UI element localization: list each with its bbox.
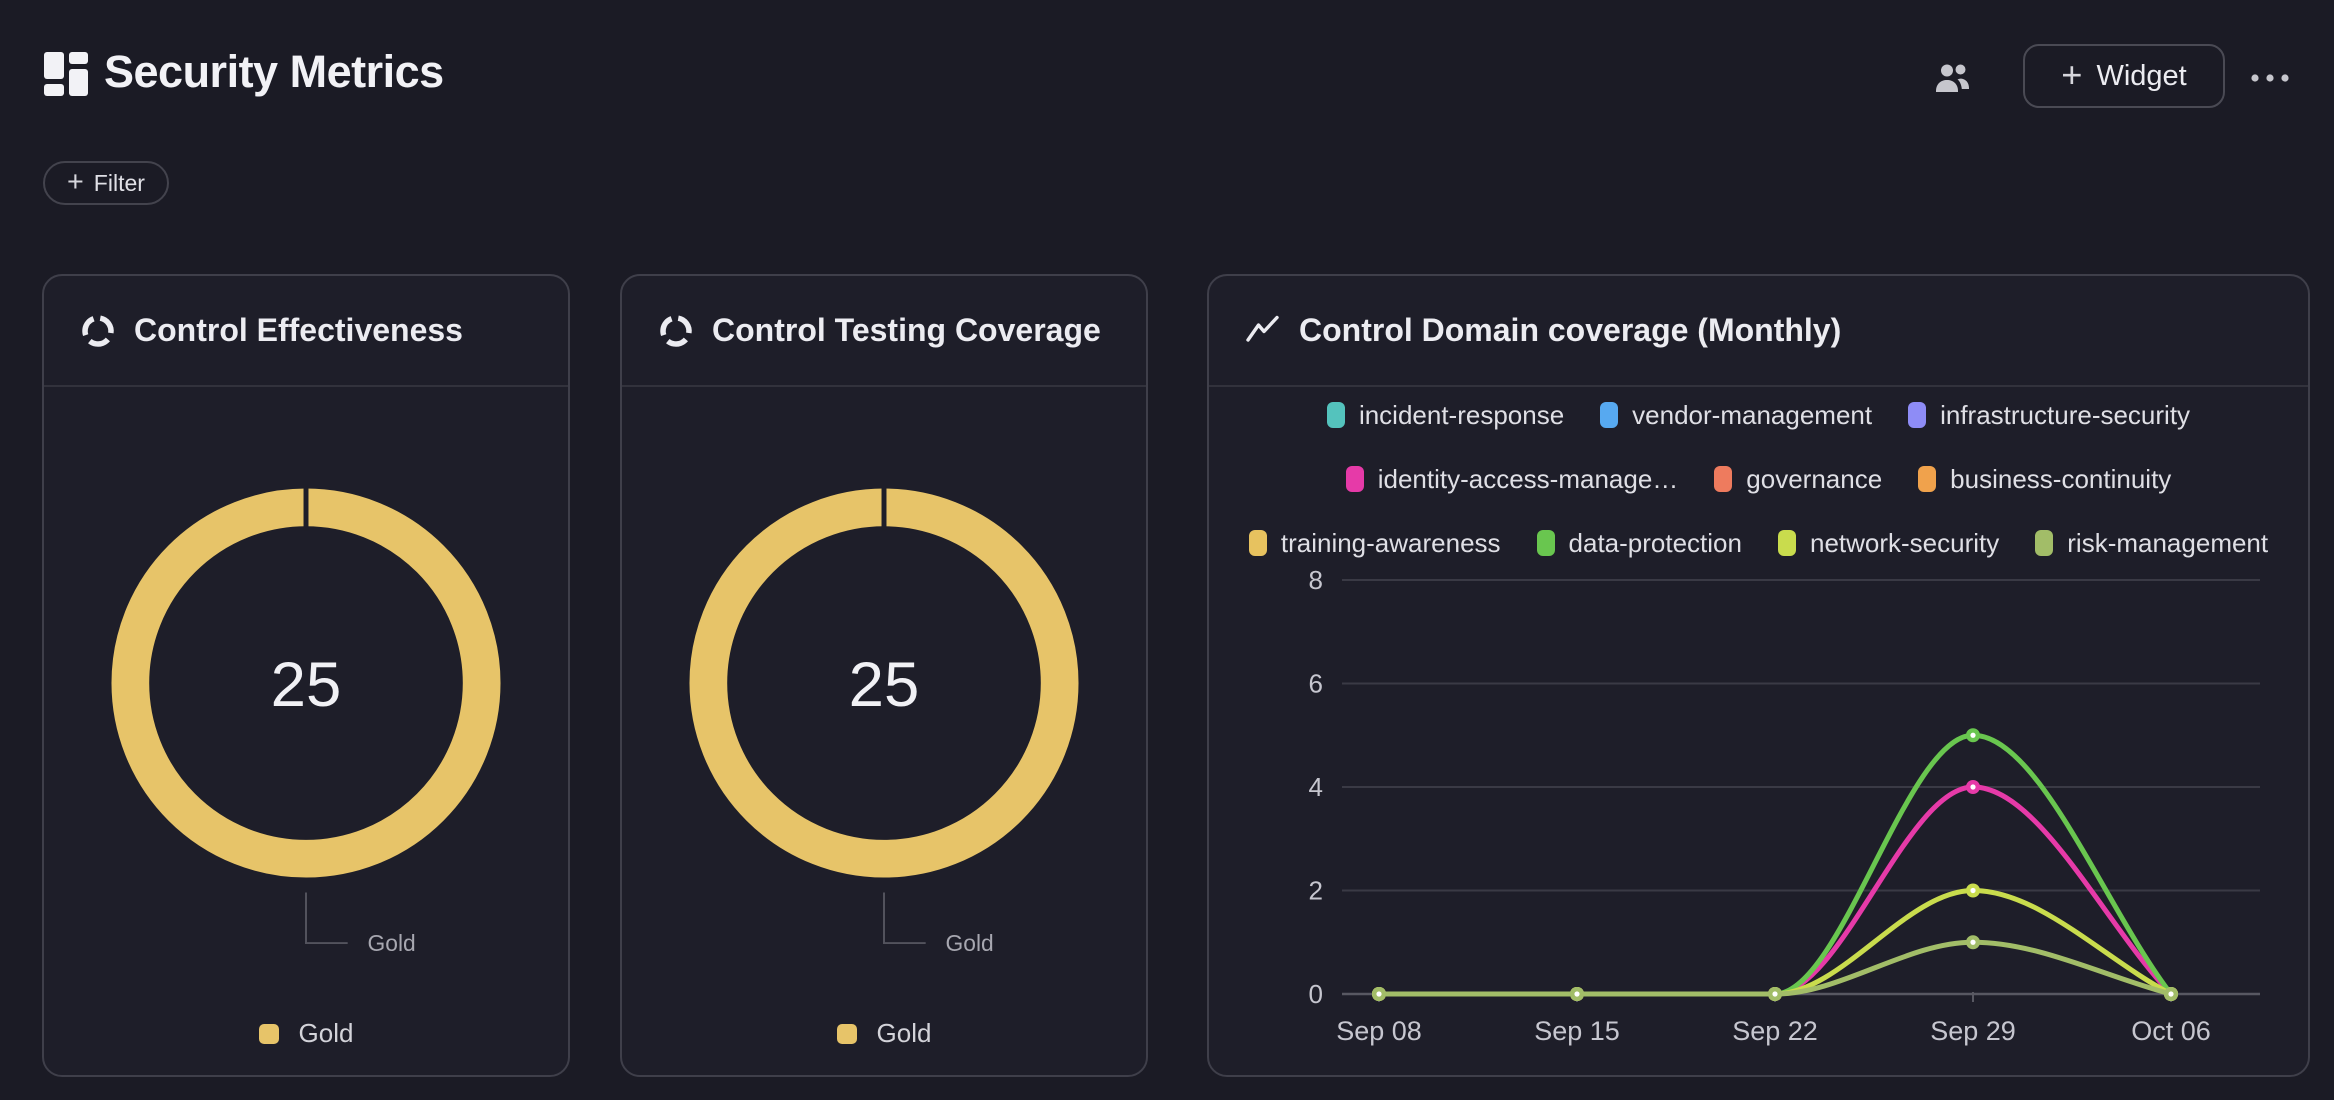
legend-swatch (1345, 466, 1364, 492)
widget-card-control-effectiveness: Control Effectiveness 25 Gold Gold (42, 274, 570, 1077)
trend-line-icon (1246, 315, 1279, 342)
legend-item-vendor-management[interactable]: vendor-management (1600, 400, 1872, 431)
card-header: Control Testing Coverage (622, 276, 1146, 387)
svg-text:4: 4 (1309, 772, 1323, 802)
gauge-callout-label: Gold (368, 930, 416, 956)
legend-swatch (2035, 530, 2054, 556)
series-data-protection (1372, 728, 2178, 1001)
gauge-donut: 25 Gold (111, 484, 501, 956)
legend-item-incident-response[interactable]: incident-response (1326, 399, 1565, 431)
plus-icon: + (2061, 53, 2083, 95)
card-title: Control Effectiveness (134, 312, 463, 348)
legend-label: data-protection (1568, 527, 1742, 558)
svg-text:Sep 22: Sep 22 (1732, 1016, 1818, 1046)
legend-swatch (1536, 530, 1555, 556)
card-title: Control Testing Coverage (712, 312, 1101, 348)
legend-swatch (1600, 402, 1619, 428)
svg-text:Sep 15: Sep 15 (1534, 1016, 1620, 1046)
legend-item-gold[interactable]: Gold (622, 1018, 1146, 1049)
card-header: Control Domain coverage (Monthly) (1209, 276, 2308, 387)
legend-swatch (836, 1023, 857, 1044)
legend-item-business-continuity[interactable]: business-continuity (1918, 464, 2171, 495)
legend-label: Gold (298, 1018, 354, 1048)
svg-text:6: 6 (1309, 669, 1323, 699)
line-chart-plot: 0 2 4 6 8 Sep 08 Sep 15 Sep 22 Sep 29 Oct 06 (1309, 565, 2260, 1046)
gauge-callout-label: Gold (946, 930, 994, 956)
legend-item-data-protection[interactable]: data-protection (1536, 527, 1742, 559)
legend-label: Gold (876, 1018, 932, 1048)
add-widget-button[interactable]: + Widget (2023, 44, 2225, 108)
filter-label: Filter (93, 169, 145, 196)
legend-label: network-security (1809, 527, 2000, 558)
svg-text:Sep 29: Sep 29 (1930, 1016, 2016, 1046)
legend-label: governance (1746, 463, 1883, 494)
svg-text:Oct 06: Oct 06 (2131, 1016, 2211, 1046)
legend-label: infrastructure-security (1940, 399, 2191, 430)
legend-label: business-continuity (1950, 463, 2172, 494)
more-options-button[interactable] (2240, 56, 2300, 100)
legend-item-training-awareness[interactable]: training-awareness (1248, 527, 1501, 559)
legend-swatch (1918, 466, 1937, 492)
app-logo-icon (44, 52, 88, 96)
legend-swatch (1777, 530, 1796, 556)
svg-text:8: 8 (1309, 565, 1323, 595)
legend-swatch (258, 1023, 279, 1044)
legend-swatch (1714, 466, 1733, 492)
legend-row: identity-access-manage… governance busines… (1209, 459, 2308, 499)
svg-text:Sep 08: Sep 08 (1336, 1016, 1422, 1046)
plus-icon: + (67, 165, 84, 198)
legend-item-network-security[interactable]: network-security (1777, 527, 2000, 559)
users-icon (1936, 64, 1969, 92)
card-title: Control Domain coverage (Monthly) (1299, 312, 1842, 348)
collaborators-button[interactable] (1928, 54, 1976, 102)
legend-row: incident-response vendor-management infras… (1209, 395, 2308, 435)
gauge-value: 25 (271, 650, 342, 720)
add-widget-label: Widget (2096, 59, 2187, 92)
legend-item-identity-access-management[interactable]: identity-access-manage… (1345, 463, 1679, 495)
legend-row: training-awareness data-protection network… (1209, 523, 2308, 563)
legend-label: incident-response (1358, 399, 1565, 430)
legend-label: identity-access-manage… (1377, 463, 1679, 494)
widget-card-control-testing-coverage: Control Testing Coverage 25 Gold Gold (620, 274, 1148, 1077)
legend-item-governance[interactable]: governance (1714, 464, 1882, 495)
legend-label: risk-management (2067, 527, 2269, 558)
widget-card-control-domain-coverage: Control Domain coverage (Monthly) incide… (1207, 274, 2310, 1077)
ellipsis-icon (2251, 74, 2289, 82)
series-risk-management (1372, 935, 2178, 1001)
page-title: Security Metrics (104, 46, 444, 97)
legend-item-risk-management[interactable]: risk-management (2035, 528, 2268, 559)
legend-swatch (1326, 402, 1345, 428)
legend-label: training-awareness (1280, 527, 1501, 558)
series-network-security (1372, 883, 2178, 1001)
svg-text:0: 0 (1309, 979, 1323, 1009)
donut-chart-icon (660, 314, 692, 347)
card-header: Control Effectiveness (44, 276, 568, 387)
gauge-donut: 25 Gold (689, 484, 1079, 956)
chart-legend: incident-response vendor-management infras… (1209, 389, 2308, 587)
svg-text:2: 2 (1309, 876, 1323, 906)
legend-swatch (1908, 402, 1927, 428)
gauge-value: 25 (849, 650, 920, 720)
legend-swatch (1248, 530, 1267, 556)
donut-chart-icon (82, 314, 114, 347)
filter-button[interactable]: + Filter (43, 161, 169, 205)
legend-item-gold[interactable]: Gold (44, 1018, 568, 1049)
legend-label: vendor-management (1632, 399, 1873, 430)
legend-item-infrastructure-security[interactable]: infrastructure-security (1908, 400, 2190, 431)
